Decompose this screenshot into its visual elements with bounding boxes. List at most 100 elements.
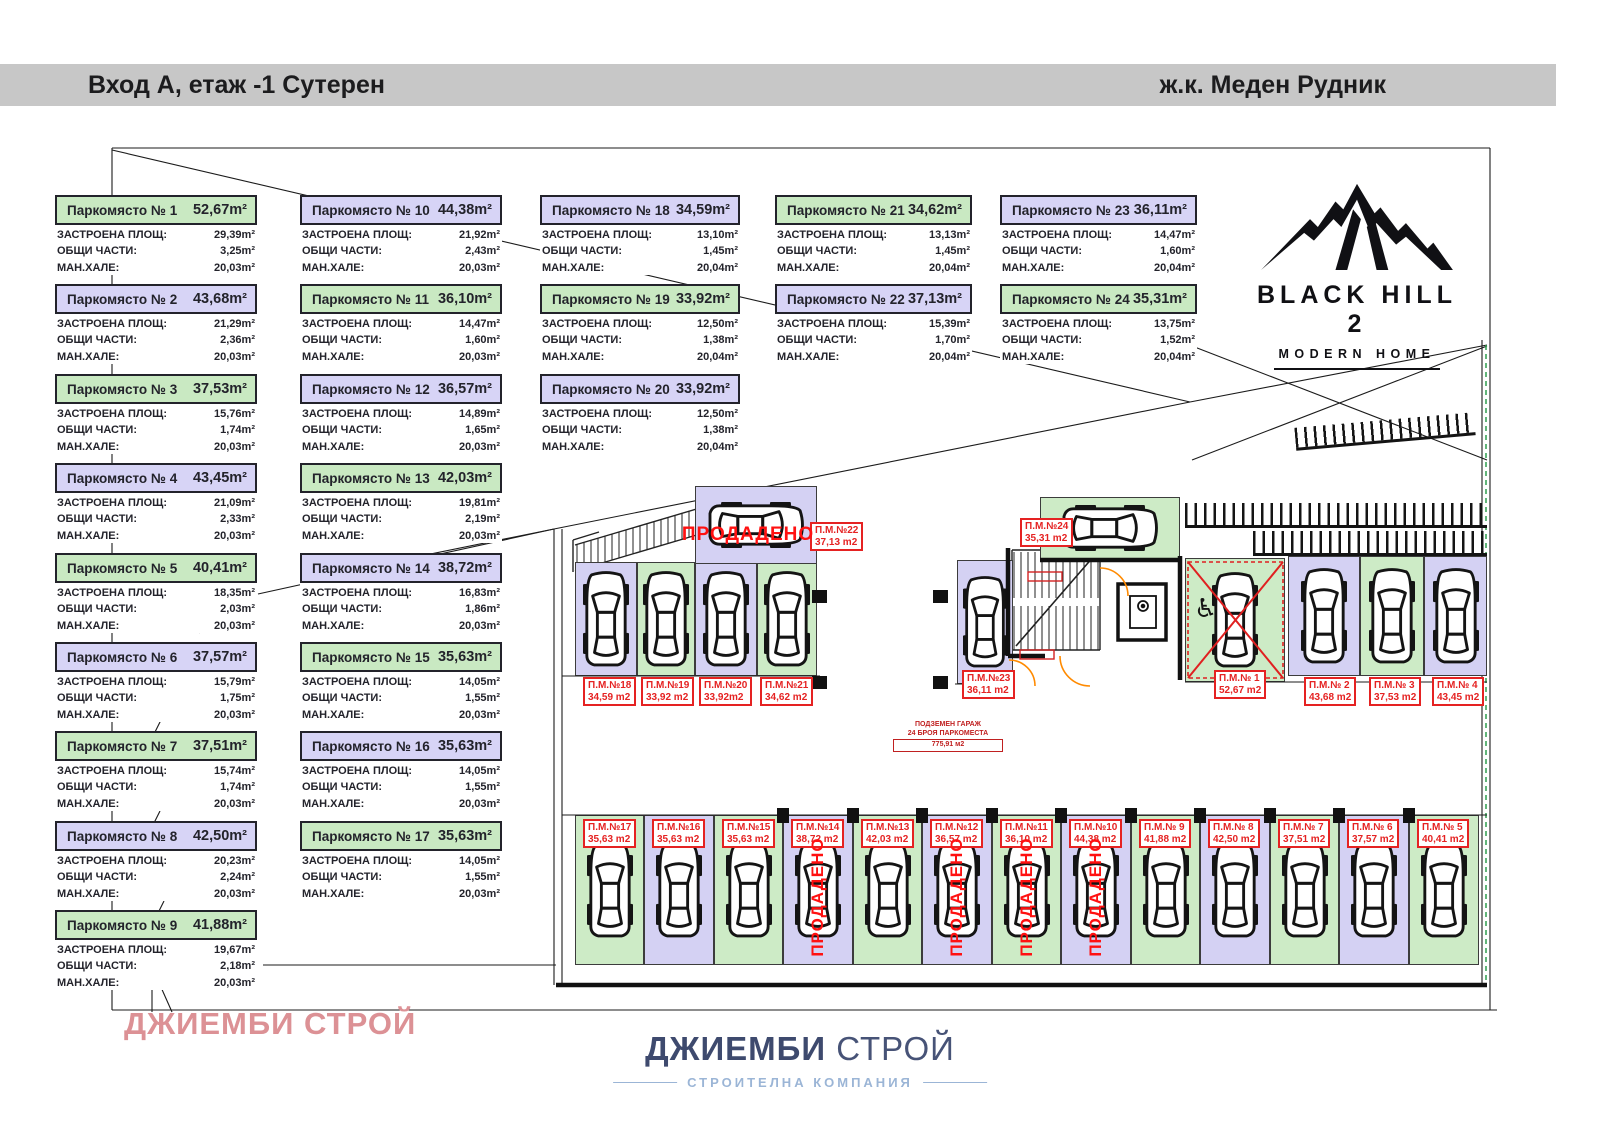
stall-label-15: П.М.№15 35,63 m2	[722, 819, 776, 848]
parking-stall-19	[637, 562, 695, 676]
parking-card-header: Паркомясто № 14 38,72m²	[300, 553, 502, 583]
stall-number: П.М.№ 2	[1309, 680, 1350, 691]
footer-divider-right	[922, 1081, 987, 1084]
stall-number: П.М.№20	[704, 680, 748, 691]
parking-card: Паркомясто № 13 42,03m² ЗАСТРОЕНА ПЛОЩ: …	[300, 463, 502, 543]
parking-card-row: ЗАСТРОЕНА ПЛОЩ: 15,79m²	[55, 672, 257, 689]
row-label: ЗАСТРОЕНА ПЛОЩ:	[777, 317, 888, 330]
car-icon	[1003, 842, 1050, 938]
row-value: 1,60m²	[1160, 245, 1195, 257]
stall-area: 35,63 m2	[588, 833, 631, 845]
row-label: ЗАСТРОЕНА ПЛОЩ:	[57, 586, 168, 599]
car-icon	[1212, 572, 1258, 668]
parking-card-row: ЗАСТРОЕНА ПЛОЩ: 15,76m²	[55, 404, 257, 421]
parking-card-area: 36,57m²	[437, 381, 492, 397]
parking-card-row: ЗАСТРОЕНА ПЛОЩ: 29,39m²	[55, 225, 257, 242]
row-label: ОБЩИ ЧАСТИ:	[302, 334, 382, 346]
parking-card-title: Паркомясто № 14	[312, 560, 430, 576]
row-value: 3,25m²	[220, 245, 255, 257]
parking-card-header: Паркомясто № 21 34,62m²	[775, 195, 972, 225]
parking-card-row: ОБЩИ ЧАСТИ: 1,60m²	[1000, 242, 1197, 259]
parking-card-row: МАН.ХАЛЕ: 20,03m²	[300, 794, 502, 811]
row-value: 2,43m²	[465, 245, 500, 257]
entrance-floor-title: Вход А, етаж -1 Сутерен	[88, 70, 385, 99]
row-value: 2,24m²	[220, 871, 255, 883]
parking-card-row: ОБЩИ ЧАСТИ: 1,74m²	[55, 421, 257, 438]
parking-card-row: ЗАСТРОЕНА ПЛОЩ: 20,23m²	[55, 851, 257, 868]
car-icon	[1142, 842, 1189, 938]
parking-card: Паркомясто № 21 34,62m² ЗАСТРОЕНА ПЛОЩ: …	[775, 195, 972, 275]
parking-card-row: ОБЩИ ЧАСТИ: 2,18m²	[55, 957, 257, 974]
stall-label-14: П.М.№14 38,72 m2	[791, 819, 845, 848]
parking-card-area: 37,57m²	[192, 649, 247, 665]
sold-overlay-12: ПРОДАДЕНО	[947, 837, 966, 957]
parking-card: Паркомясто № 18 34,59m² ЗАСТРОЕНА ПЛОЩ: …	[540, 195, 740, 275]
car-icon	[1281, 842, 1328, 938]
parking-card-row: ЗАСТРОЕНА ПЛОЩ: 14,05m²	[300, 761, 502, 778]
parking-card-row: ОБЩИ ЧАСТИ: 1,55m²	[300, 778, 502, 795]
row-label: ЗАСТРОЕНА ПЛОЩ:	[777, 228, 888, 241]
stall-number: П.М.№17	[588, 822, 632, 833]
parking-card-area: 37,13m²	[907, 291, 962, 307]
logo-subtitle: MODERN HOME	[1274, 347, 1440, 370]
stall-label-7: П.М.№ 7 37,51 m2	[1278, 819, 1331, 848]
row-label: МАН.ХАЛЕ:	[542, 261, 605, 274]
car-icon	[656, 842, 702, 938]
row-value: 20,04m²	[1154, 261, 1195, 274]
row-value: 20,03m²	[459, 708, 500, 721]
row-value: 1,52m²	[1160, 334, 1195, 346]
row-label: ОБЩИ ЧАСТИ:	[302, 424, 382, 436]
row-label: ОБЩИ ЧАСТИ:	[57, 603, 137, 615]
parking-card-row: ОБЩИ ЧАСТИ: 2,36m²	[55, 331, 257, 348]
row-value: 20,03m²	[214, 976, 255, 989]
parking-card-row: ОБЩИ ЧАСТИ: 1,75m²	[55, 689, 257, 706]
parking-card-row: ОБЩИ ЧАСТИ: 1,74m²	[55, 778, 257, 795]
stall-number: П.М.№12	[935, 822, 979, 833]
parking-card-row: МАН.ХАЛЕ: 20,03m²	[55, 973, 257, 990]
row-value: 20,03m²	[214, 887, 255, 900]
parking-card-row: ОБЩИ ЧАСТИ: 2,24m²	[55, 868, 257, 885]
row-label: ОБЩИ ЧАСТИ:	[542, 424, 622, 436]
parking-card: Паркомясто № 7 37,51m² ЗАСТРОЕНА ПЛОЩ: 1…	[55, 731, 257, 811]
row-label: МАН.ХАЛЕ:	[542, 350, 605, 363]
stall-area: 35,63 m2	[657, 833, 700, 845]
parking-card-row: МАН.ХАЛЕ: 20,04m²	[1000, 258, 1197, 275]
parking-card-title: Паркомясто № 1	[67, 202, 178, 218]
row-value: 21,92m²	[459, 228, 500, 241]
stall-area: 42,03 m2	[866, 833, 909, 845]
stall-number: П.М.№10	[1074, 822, 1118, 833]
stall-area: 33,92m2	[704, 691, 744, 703]
row-label: МАН.ХАЛЕ:	[542, 440, 605, 453]
stall-label-3: П.М.№ 3 37,53 m2	[1369, 677, 1422, 706]
stall-area: 52,67 m2	[1219, 684, 1262, 696]
parking-card-title: Паркомясто № 3	[67, 381, 178, 397]
car-icon	[963, 576, 1007, 668]
row-value: 1,55m²	[465, 781, 500, 793]
car-icon	[725, 842, 772, 938]
district-title: ж.к. Меден Рудник	[1159, 70, 1386, 99]
parking-card-row: ОБЩИ ЧАСТИ: 3,25m²	[55, 242, 257, 259]
stall-area: 36,10 m2	[1005, 833, 1048, 845]
parking-card-row: ЗАСТРОЕНА ПЛОЩ: 19,67m²	[55, 940, 257, 957]
row-label: ОБЩИ ЧАСТИ:	[777, 245, 857, 257]
row-value: 20,03m²	[459, 887, 500, 900]
parking-card-row: МАН.ХАЛЕ: 20,04m²	[540, 258, 740, 275]
row-value: 19,81m²	[459, 496, 500, 509]
parking-card-title: Паркомясто № 16	[312, 738, 430, 754]
parking-card-row: МАН.ХАЛЕ: 20,03m²	[55, 794, 257, 811]
parking-card-row: МАН.ХАЛЕ: 20,04m²	[775, 347, 972, 364]
row-value: 15,76m²	[214, 407, 255, 420]
stall-area: 41,88 m2	[1144, 833, 1187, 845]
row-value: 14,05m²	[459, 675, 500, 688]
stall-number: П.М.№14	[796, 822, 840, 833]
parking-stall-23	[957, 560, 1013, 684]
stall-label-20: П.М.№20 33,92m2	[699, 677, 753, 706]
parking-card-area: 40,41m²	[192, 560, 247, 576]
parking-card-row: ОБЩИ ЧАСТИ: 1,38m²	[540, 331, 740, 348]
parking-card-row: ЗАСТРОЕНА ПЛОЩ: 13,75m²	[1000, 314, 1197, 331]
parking-card-row: МАН.ХАЛЕ: 20,03m²	[55, 884, 257, 901]
stall-area: 37,51 m2	[1283, 833, 1326, 845]
parking-card-row: ЗАСТРОЕНА ПЛОЩ: 14,89m²	[300, 404, 502, 421]
row-label: ОБЩИ ЧАСТИ:	[57, 781, 137, 793]
row-value: 20,23m²	[214, 854, 255, 867]
